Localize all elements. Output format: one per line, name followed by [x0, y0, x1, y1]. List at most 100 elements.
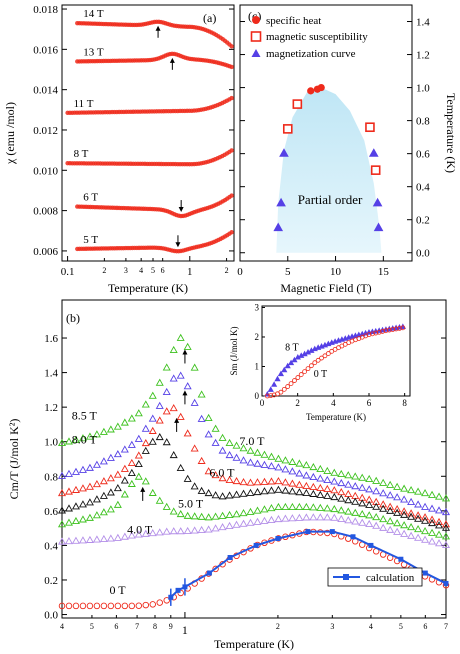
data-point-b — [148, 529, 157, 537]
xtick-minor-label-b: 7 — [135, 622, 139, 631]
data-point-b — [218, 511, 227, 519]
panel-b-tag: (b) — [66, 311, 80, 325]
data-point-inset — [400, 325, 406, 331]
data-point-b — [400, 510, 409, 518]
data-point-b — [344, 507, 353, 515]
data-point-b — [71, 435, 80, 443]
data-point-inset — [292, 378, 297, 383]
data-point-b — [190, 512, 199, 520]
data-point-b — [183, 382, 192, 390]
data-point-b — [239, 519, 248, 527]
calculation-point — [422, 570, 428, 576]
data-point-b — [169, 527, 178, 535]
data-point-b — [246, 478, 255, 486]
xtick-minor-label-b: 2 — [276, 622, 280, 631]
data-point-b — [435, 506, 444, 514]
data-point-b — [414, 487, 423, 495]
calculation-point — [305, 529, 311, 535]
data-point-b — [441, 494, 451, 502]
ytick-label-b: 0.0 — [44, 610, 58, 622]
data-point-b — [421, 535, 430, 543]
data-point-b — [414, 500, 423, 508]
data-point-b — [435, 521, 444, 529]
data-point-b — [155, 416, 164, 424]
series-a-8T — [65, 148, 234, 167]
data-point-b — [246, 446, 255, 454]
data-point-b — [428, 528, 437, 536]
data-point-b — [232, 490, 241, 498]
data-point-b — [435, 492, 444, 500]
data-point-b — [120, 445, 129, 453]
data-point-b — [232, 520, 241, 528]
data-point-b — [204, 488, 213, 497]
data-point-b — [393, 505, 402, 513]
susceptibility-point — [292, 99, 303, 109]
data-point-b — [106, 425, 115, 433]
data-point-inset — [295, 375, 301, 380]
data-point-b — [365, 485, 374, 493]
data-point-inset — [302, 369, 308, 375]
panel-a-ylabel: χ (emu /mol) — [3, 102, 17, 165]
data-point-b — [295, 469, 304, 477]
data-point-b — [253, 506, 262, 514]
data-point-b — [71, 502, 80, 510]
data-point-b — [260, 460, 269, 468]
ytick-label-b: 1.6 — [44, 333, 58, 345]
arrow-a-head — [178, 207, 184, 213]
partial-order-label: Partial order — [298, 192, 363, 207]
data-point-inset — [393, 326, 399, 332]
data-point-b — [323, 513, 332, 521]
data-point-b — [421, 526, 430, 535]
plot-frame-a — [61, 4, 235, 262]
data-point-b — [232, 510, 241, 518]
data-point-b — [365, 511, 374, 519]
data-point-inset — [291, 356, 298, 363]
series-label-b: 7.0 T — [239, 434, 265, 448]
data-point-b — [267, 515, 276, 523]
plot-frame-c — [239, 4, 413, 262]
data-point-b — [155, 528, 164, 536]
data-point-b — [211, 438, 220, 446]
legend-label-magnetization: magnetization curve — [266, 48, 356, 60]
data-point-b — [281, 465, 290, 473]
data-point-a — [229, 64, 234, 70]
data-point-b — [309, 462, 318, 471]
data-point-b — [239, 489, 248, 497]
series-inset-0T — [264, 325, 406, 399]
data-point-b — [239, 478, 248, 486]
data-point-b — [435, 530, 444, 538]
xtick-label-inset: 0 — [260, 398, 265, 408]
data-point-b — [386, 506, 395, 514]
data-point-b — [162, 502, 171, 510]
data-point-b — [71, 536, 80, 544]
data-point-b — [428, 537, 437, 545]
data-point-b — [260, 450, 269, 458]
data-point-b — [288, 457, 297, 465]
panel-a-xlabel: Temperature (K) — [108, 281, 188, 295]
calculation-point — [275, 536, 281, 541]
magnetization-point — [368, 148, 379, 157]
data-point-inset — [264, 393, 270, 399]
data-point-b — [441, 540, 451, 549]
data-point-b — [344, 489, 353, 497]
data-point-b — [85, 535, 94, 543]
data-point-b — [400, 529, 409, 537]
ytick-label-c: 0.6 — [416, 149, 430, 161]
data-point-b — [127, 479, 136, 487]
arrow-b-head — [182, 349, 188, 355]
data-point-b — [428, 490, 437, 498]
series-label-a: 8 T — [74, 148, 89, 160]
legend-marker-calculation — [343, 574, 349, 580]
data-point-b — [155, 496, 164, 504]
series-label-b: 0 T — [110, 583, 127, 597]
xtick-minor-label-a: 6 — [161, 266, 165, 275]
data-point-b — [85, 498, 94, 506]
data-point-b — [120, 476, 129, 484]
data-point-b — [197, 414, 206, 422]
data-point-b — [113, 484, 122, 492]
data-point-inset — [284, 362, 291, 369]
data-point-b — [99, 491, 108, 499]
data-point-b — [71, 485, 80, 493]
data-point-b — [295, 459, 304, 467]
data-point-b — [253, 478, 262, 486]
